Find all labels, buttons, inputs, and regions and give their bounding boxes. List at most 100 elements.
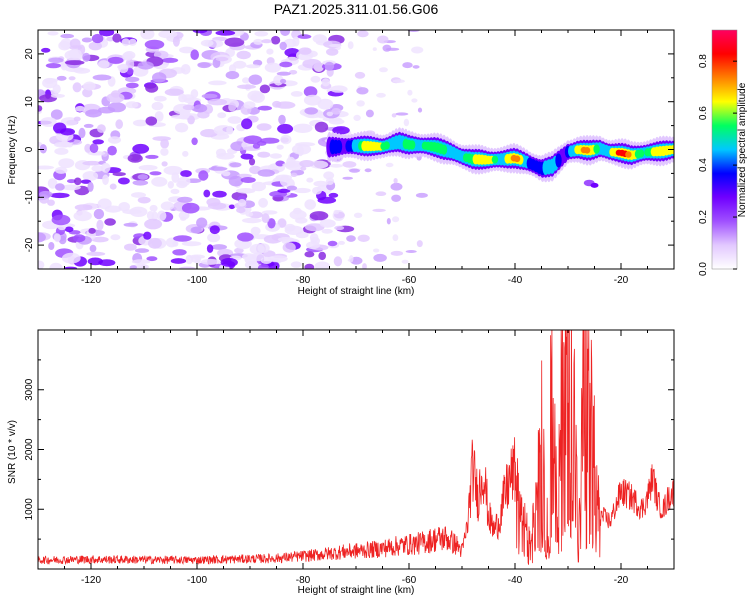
noise-blob [364,168,372,173]
noise-blob [269,153,282,159]
noise-blob [50,109,63,120]
noise-blob [96,219,104,231]
noise-blob [393,178,398,184]
noise-blob [390,182,403,191]
noise-blob [253,38,264,45]
noise-blob [38,165,55,170]
noise-blob [242,77,250,84]
noise-blob [385,162,394,168]
noise-blob [342,161,357,168]
noise-blob [347,41,354,50]
noise-blob [83,81,96,91]
noise-blob [85,109,102,118]
noise-blob [69,45,83,51]
noise-blob [137,196,151,204]
noise-blob [192,30,208,34]
noise-blob [250,92,265,103]
noise-blob [405,250,417,253]
noise-blob [261,213,270,224]
noise-blob [201,93,218,99]
noise-blob [157,210,167,221]
spectrogram-x-tick-label: -80 [296,275,311,286]
noise-blob [47,199,55,206]
noise-blob [290,261,302,268]
noise-blob [200,39,214,47]
noise-blob [170,188,180,195]
noise-blob [118,202,130,212]
noise-blob [349,255,354,263]
noise-blob [294,187,311,194]
noise-blob [258,197,268,208]
noise-blob [106,92,125,103]
noise-blob [190,49,199,60]
noise-blob [267,218,276,229]
noise-blob [280,78,287,84]
noise-blob [91,165,104,172]
noise-blob [112,172,126,177]
noise-blob [177,196,193,203]
noise-blob [268,255,288,263]
noise-blob [333,209,340,215]
noise-blob [171,172,180,183]
noise-blob [326,48,339,56]
noise-blob [213,125,233,136]
noise-blob [321,78,330,87]
noise-blob [121,38,130,47]
noise-blob [237,232,254,242]
noise-blob [170,258,187,264]
noise-blob [179,46,195,54]
noise-blob [241,217,262,224]
noise-blob [313,180,329,187]
noise-blob [123,243,137,251]
noise-blob [47,31,59,36]
noise-blob [237,84,256,90]
noise-blob [145,116,158,126]
noise-blob [245,64,261,69]
noise-blob [91,236,109,243]
noise-blob [330,85,348,93]
noise-blob [304,263,315,269]
noise-blob [152,72,167,83]
noise-blob [208,80,227,86]
noise-blob [249,243,265,255]
snr-panel: -120 -100 -80 -60 -40 -20 1000 2000 3000 Height… [7,329,675,596]
noise-blob [372,47,377,51]
noise-blob [278,114,286,125]
noise-blob [160,138,170,149]
noise-blob [125,76,140,82]
noise-blob [172,249,187,256]
noise-blob [167,181,174,189]
noise-blob [228,175,244,187]
noise-blob [291,143,312,155]
colorbar-tick-label: 0.6 [698,106,709,120]
noise-blob [49,192,70,199]
noise-blob [81,37,93,43]
noise-blob [290,91,303,97]
noise-blob [73,116,81,122]
spectrogram-x-ticks: -120 -100 -80 -60 -40 -20 [37,30,675,286]
noise-blob [151,101,164,111]
noise-blob [203,189,211,198]
noise-blob [324,61,335,71]
colorbar-tick-label: 0.2 [698,210,709,224]
noise-blob [392,234,399,242]
noise-blob [97,106,116,114]
noise-blob [391,194,401,202]
noise-blob [74,105,86,112]
noise-blob [353,212,363,218]
colorbar-tick-label: 0.4 [698,158,709,172]
ridge-segment [491,155,499,164]
noise-blob [60,33,74,39]
noise-blob [295,217,308,224]
ridge-segment [583,147,591,154]
noise-blob [286,185,298,191]
noise-blob [248,158,256,166]
noise-blob [131,259,151,265]
ridge-segment [625,151,632,158]
noise-blob [332,126,350,135]
noise-blob [240,153,254,160]
noise-blob [200,129,218,138]
noise-blob [303,86,318,98]
ridge-segment [383,141,390,150]
noise-blob [151,176,168,187]
